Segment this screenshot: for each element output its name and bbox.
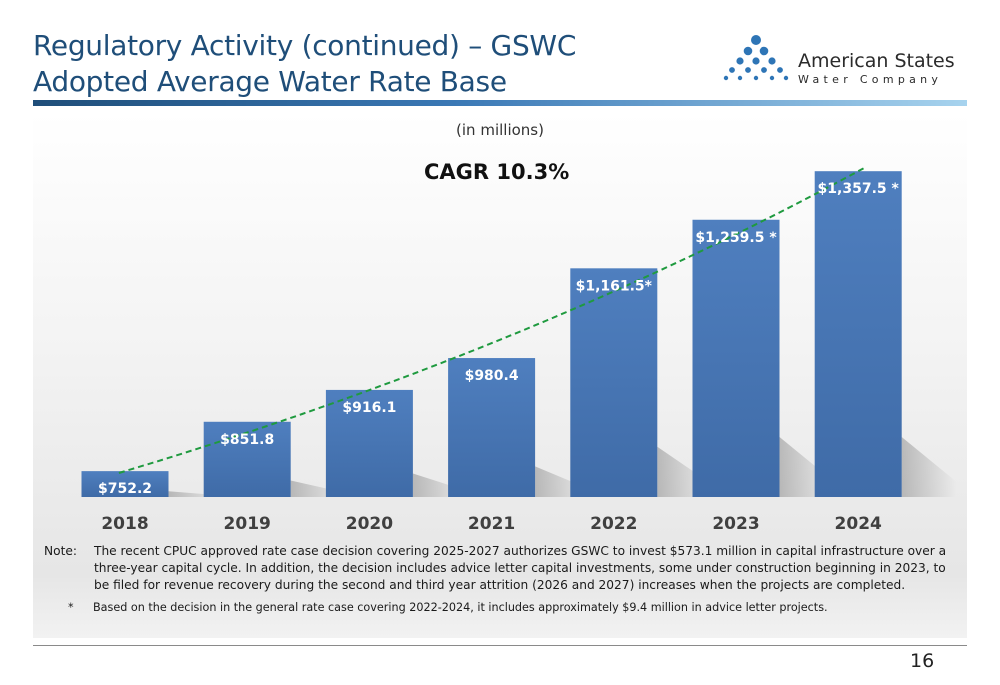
cagr-annotation: CAGR 10.3% [424, 160, 570, 184]
chart-subtitle: (in millions) [456, 121, 544, 139]
x-axis-tick-label: 2021 [468, 514, 515, 534]
x-axis-tick-label: 2019 [224, 514, 271, 534]
logo-drop [736, 57, 744, 65]
cagr-trendline [118, 167, 865, 474]
footer-divider [33, 645, 967, 646]
logo-company-name: American States [798, 50, 955, 72]
bar [81, 471, 169, 497]
footnote-marker: * [68, 601, 74, 614]
bar [692, 219, 780, 497]
bar-value-label: $752.2 [98, 481, 152, 497]
x-axis-tick-label: 2018 [101, 514, 148, 534]
note-text: The recent CPUC approved rate case decis… [94, 544, 947, 592]
bar [203, 421, 291, 497]
logo-drop [752, 57, 760, 65]
logo-drop [769, 75, 775, 81]
bar-shadow [901, 437, 957, 497]
note-label: Note: [44, 544, 77, 558]
logo-drop [783, 75, 789, 81]
logo-drop [761, 67, 767, 73]
x-axis-tick-label: 2023 [712, 514, 759, 534]
logo-drop [723, 75, 729, 81]
footnote: * Based on the decision in the general ra… [68, 601, 828, 614]
bar [814, 171, 902, 497]
x-axis-tick-label: 2024 [835, 514, 882, 534]
page-number: 16 [910, 650, 935, 672]
bar-value-label: $1,357.5 * [818, 181, 900, 197]
logo-company-subtitle: Water Company [798, 73, 943, 86]
bar-value-label: $1,161.5* [576, 278, 653, 294]
page-title-line-1: Regulatory Activity (continued) – GSWC [33, 29, 577, 62]
bar-value-label: $1,259.5 * [695, 230, 777, 246]
x-axis-tick-label: 2020 [346, 514, 393, 534]
bar-value-label: $916.1 [342, 400, 396, 416]
title-divider [33, 100, 967, 106]
logo-drop [751, 35, 761, 45]
bar-value-label: $851.8 [220, 432, 274, 448]
page-title: Regulatory Activity (continued) – GSWC A… [33, 28, 576, 100]
company-logo: American States Water Company [722, 32, 972, 87]
bar-value-label: $980.4 [465, 368, 519, 384]
water-drops-logo-icon [723, 35, 789, 81]
logo-drop [743, 46, 753, 56]
footnote-text: Based on the decision in the general rat… [93, 601, 828, 614]
logo-drop [737, 75, 743, 81]
logo-drop [745, 67, 751, 73]
page-title-line-2: Adopted Average Water Rate Base [33, 65, 507, 98]
logo-drop [729, 67, 735, 73]
logo-drop [777, 67, 783, 73]
logo-drop [768, 57, 776, 65]
bar [448, 358, 536, 497]
logo-drop [753, 75, 759, 81]
bar [570, 268, 658, 497]
bar [325, 389, 413, 497]
logo-drop [759, 46, 769, 56]
x-axis-tick-label: 2022 [590, 514, 637, 534]
